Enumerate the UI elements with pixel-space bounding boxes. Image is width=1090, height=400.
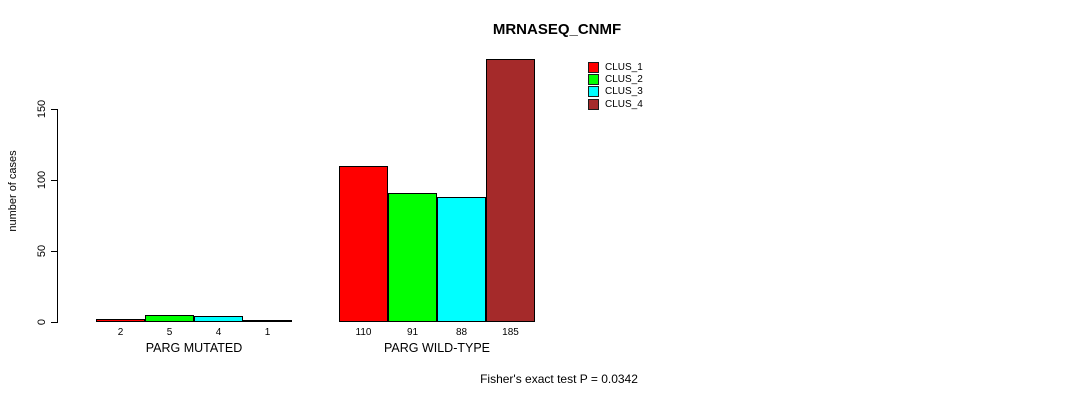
bar-value-label: 1 — [264, 327, 271, 338]
group-label-parg-wild-type: PARG WILD-TYPE — [383, 341, 491, 355]
bar-value-label: 2 — [117, 327, 124, 338]
y-tick-mark — [51, 108, 57, 110]
y-axis-line — [57, 109, 58, 323]
legend-swatch-clus_2 — [588, 73, 599, 85]
chart-title: MRNASEQ_CNMF — [492, 21, 622, 38]
bar-clus_1-parg-mutated — [96, 319, 145, 322]
legend-row: CLUS_4 — [588, 98, 643, 110]
legend-row: CLUS_3 — [588, 86, 643, 98]
y-tick-label: 50 — [36, 244, 48, 258]
y-tick-label: 100 — [36, 170, 48, 190]
group-label-parg-mutated: PARG MUTATED — [145, 341, 243, 355]
y-axis-label: number of cases — [7, 150, 19, 232]
legend: CLUS_1 CLUS_2 CLUS_3 CLUS_4 — [588, 61, 643, 110]
annotation-text: Fisher's exact test P = 0.0342 — [480, 372, 638, 386]
y-tick-mark — [51, 250, 57, 252]
bar-value-label: 91 — [406, 327, 419, 338]
legend-row: CLUS_2 — [588, 73, 643, 85]
legend-swatch-clus_4 — [588, 98, 599, 110]
legend-row: CLUS_1 — [588, 61, 643, 73]
bar-clus_4-parg-wild-type — [486, 59, 535, 322]
bar-clus_2-parg-wild-type — [388, 192, 437, 322]
bar-clus_3-parg-mutated — [194, 316, 243, 322]
y-tick-mark — [51, 321, 57, 323]
bar-value-label: 185 — [502, 327, 519, 338]
bar-clus_4-parg-mutated — [243, 320, 292, 322]
legend-swatch-clus_1 — [588, 61, 599, 73]
y-tick-label: 150 — [36, 99, 48, 119]
bar-clus_1-parg-wild-type — [339, 165, 388, 322]
legend-label: CLUS_2 — [605, 73, 643, 85]
legend-label: CLUS_3 — [605, 86, 643, 98]
bar-clus_2-parg-mutated — [145, 314, 194, 322]
legend-swatch-clus_3 — [588, 86, 599, 98]
bar-clus_3-parg-wild-type — [437, 197, 486, 322]
y-tick-mark — [51, 179, 57, 181]
bar-value-label: 110 — [355, 327, 372, 338]
bar-value-label: 88 — [455, 327, 468, 338]
legend-label: CLUS_4 — [605, 98, 643, 110]
bar-value-label: 5 — [166, 327, 173, 338]
legend-label: CLUS_1 — [605, 61, 643, 73]
y-tick-label: 0 — [36, 318, 48, 326]
bar-value-label: 4 — [215, 327, 222, 338]
